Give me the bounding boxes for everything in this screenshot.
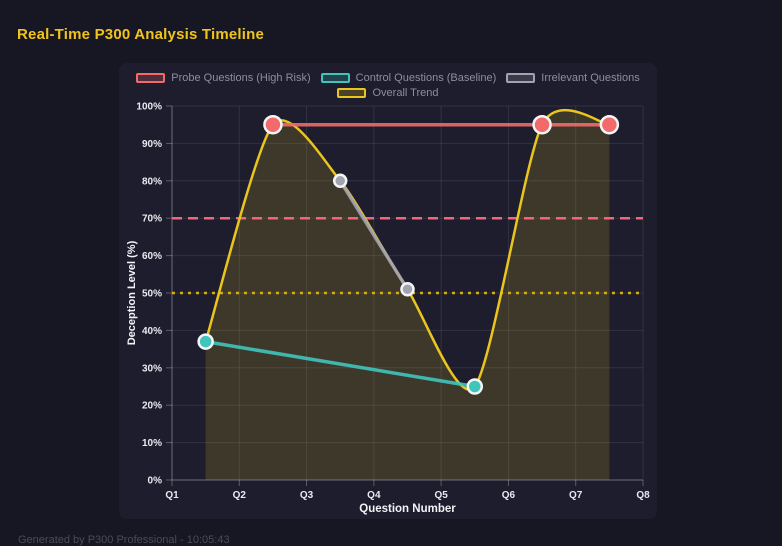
legend-label: Overall Trend [372,87,439,99]
x-tick-label: Q4 [367,490,381,501]
gridlines [171,105,644,481]
series-line-control-questions-baseline [203,339,477,389]
y-tick-label: 80% [142,176,162,187]
y-axis-title: Deception Level (%) [126,240,138,345]
data-point-irrelevant-questions-q3.5[interactable] [332,173,348,189]
data-point-probe-questions-high-risk-q2.5[interactable] [263,114,283,135]
legend-label: Irrelevant Questions [541,72,640,84]
x-axis-title: Question Number [359,503,456,515]
y-tick-label: 30% [142,363,162,374]
x-tick-label: Q2 [233,490,247,501]
y-tick-label: 10% [142,438,162,449]
series-line-irrelevant-questions [338,179,410,292]
x-tick-label: Q5 [434,490,448,501]
x-tick-label: Q8 [636,490,650,501]
legend-swatch-probe-questions-high-risk [136,73,166,83]
y-tick-label: 50% [142,289,162,300]
y-tick-label: 100% [136,102,162,113]
chart-legend: Probe Questions (High Risk) Control Quest… [119,72,657,99]
legend-row-top: Probe Questions (High Risk) Control Quest… [136,72,640,84]
legend-item-irrelevant-questions[interactable]: Irrelevant Questions [506,72,640,84]
legend-row-bottom: Overall Trend [337,87,439,99]
legend-item-overall-trend[interactable]: Overall Trend [337,87,439,99]
generated-footer: Generated by P300 Professional - 10:05:4… [18,534,230,546]
y-tick-label: 90% [142,139,162,150]
data-point-irrelevant-questions-q4.5[interactable] [400,282,415,297]
y-tick-label: 20% [142,401,162,412]
legend-label: Control Questions (Baseline) [355,72,497,84]
x-tick-label: Q1 [165,490,179,501]
y-tick-label: 60% [142,251,162,262]
chart-panel: Probe Questions (High Risk) Control Quest… [119,63,657,519]
x-tick-label: Q3 [300,490,314,501]
legend-item-probe-questions-high-risk[interactable]: Probe Questions (High Risk) [136,72,311,84]
data-point-probe-questions-high-risk-q7.5[interactable] [599,114,620,135]
legend-swatch-irrelevant-questions [506,73,536,83]
legend-swatch-control-questions-baseline [320,73,350,83]
x-tick-label: Q6 [502,490,516,501]
y-tick-label: 40% [142,326,162,337]
page-title: Real-Time P300 Analysis Timeline [17,26,265,43]
legend-item-control-questions-baseline[interactable]: Control Questions (Baseline) [320,72,497,84]
legend-swatch-overall-trend [337,88,367,98]
x-tick-label: Q7 [569,490,583,501]
data-point-control-questions-baseline-q1.5[interactable] [197,333,214,350]
data-point-control-questions-baseline-q5.5[interactable] [466,378,484,395]
legend-label: Probe Questions (High Risk) [171,72,311,84]
y-tick-label: 70% [142,214,162,225]
data-point-probe-questions-high-risk-q6.5[interactable] [532,114,552,135]
y-tick-label: 0% [148,476,163,487]
